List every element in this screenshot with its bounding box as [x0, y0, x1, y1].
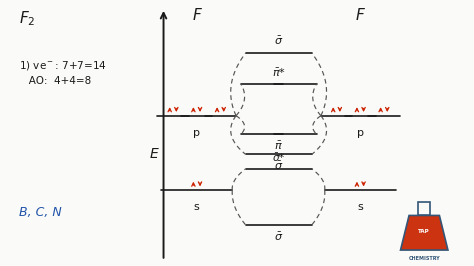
Text: TAP: TAP: [419, 229, 430, 234]
Text: p: p: [357, 128, 364, 138]
Text: F: F: [356, 9, 365, 23]
Text: 1) ve$^-$: 7+7=14
   AO:  4+4=8: 1) ve$^-$: 7+7=14 AO: 4+4=8: [19, 59, 107, 86]
Text: F: F: [192, 9, 201, 23]
Text: CHEMISTRY: CHEMISTRY: [409, 256, 440, 260]
Text: s: s: [357, 202, 363, 213]
Text: E: E: [150, 147, 159, 161]
Text: $\bar{\pi}$*: $\bar{\pi}$*: [272, 67, 286, 79]
Polygon shape: [401, 215, 448, 250]
Text: p: p: [193, 128, 200, 138]
Text: $F_2$: $F_2$: [19, 9, 36, 28]
Text: $\bar{\sigma}$*: $\bar{\sigma}$*: [272, 152, 285, 164]
Text: $\bar{\pi}$: $\bar{\pi}$: [274, 140, 283, 152]
Text: $\bar{\sigma}$: $\bar{\sigma}$: [274, 35, 283, 47]
Text: s: s: [194, 202, 200, 213]
Text: $\bar{\sigma}$: $\bar{\sigma}$: [274, 231, 283, 243]
Polygon shape: [418, 202, 430, 215]
Text: B, C, N: B, C, N: [19, 206, 62, 219]
Text: $\bar{\sigma}$: $\bar{\sigma}$: [274, 160, 283, 172]
